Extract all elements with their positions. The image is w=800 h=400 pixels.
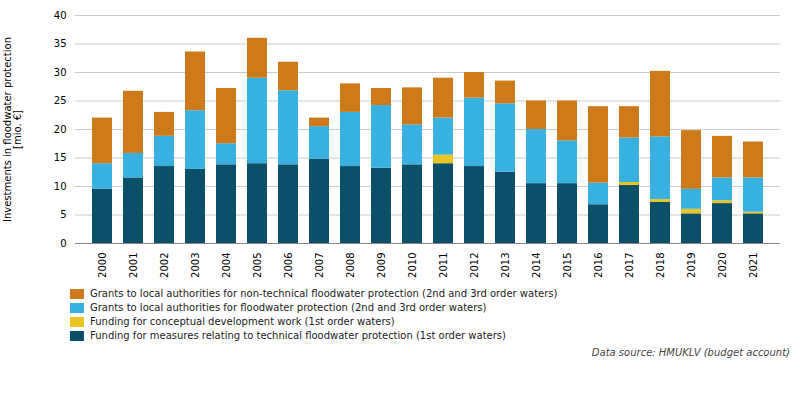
svg-text:2019: 2019 <box>686 253 697 278</box>
svg-text:2010: 2010 <box>407 253 418 278</box>
svg-text:2016: 2016 <box>593 253 604 278</box>
svg-text:2005: 2005 <box>252 253 263 278</box>
svg-text:2002: 2002 <box>159 253 170 278</box>
svg-text:15: 15 <box>54 152 67 163</box>
svg-text:2003: 2003 <box>190 253 201 278</box>
svg-text:2004: 2004 <box>221 253 232 278</box>
svg-text:5: 5 <box>60 209 66 220</box>
svg-text:2017: 2017 <box>624 253 635 278</box>
svg-text:2011: 2011 <box>438 253 449 278</box>
svg-text:30: 30 <box>54 67 67 78</box>
html-text:Data source: HMUKLV (budget ac: Data source: HMUKLV (budget account) <box>591 347 790 358</box>
svg-text:0: 0 <box>60 238 66 249</box>
html-text:Funding for measures relating: Funding for measures relating to technic… <box>90 330 506 341</box>
svg-text:20: 20 <box>54 124 67 135</box>
svg-text:2008: 2008 <box>345 253 356 278</box>
svg-text:2007: 2007 <box>314 253 325 278</box>
html-text:Grants to local authorities fo: Grants to local authorities for floodwat… <box>90 302 487 313</box>
svg-text:Investments in floodwater prot: Investments in floodwater protection[mio… <box>2 37 23 222</box>
svg-text:40: 40 <box>54 10 67 21</box>
html-text:Grants to local authorities fo: Grants to local authorities for non-tech… <box>90 288 558 299</box>
svg-text:2000: 2000 <box>97 253 108 278</box>
svg-text:10: 10 <box>54 181 67 192</box>
svg-text:2015: 2015 <box>562 253 573 278</box>
svg-text:2013: 2013 <box>500 253 511 278</box>
svg-text:25: 25 <box>54 95 67 106</box>
svg-text:2009: 2009 <box>376 253 387 278</box>
svg-text:2014: 2014 <box>531 253 542 278</box>
svg-text:2012: 2012 <box>469 253 480 278</box>
svg-text:2021: 2021 <box>748 253 759 278</box>
svg-text:35: 35 <box>54 38 67 49</box>
html-text:Funding for conceptual develop: Funding for conceptual development work … <box>90 316 395 327</box>
svg-text:2018: 2018 <box>655 253 666 278</box>
svg-text:2001: 2001 <box>128 253 139 278</box>
svg-text:2006: 2006 <box>283 253 294 278</box>
svg-text:2020: 2020 <box>717 253 728 278</box>
